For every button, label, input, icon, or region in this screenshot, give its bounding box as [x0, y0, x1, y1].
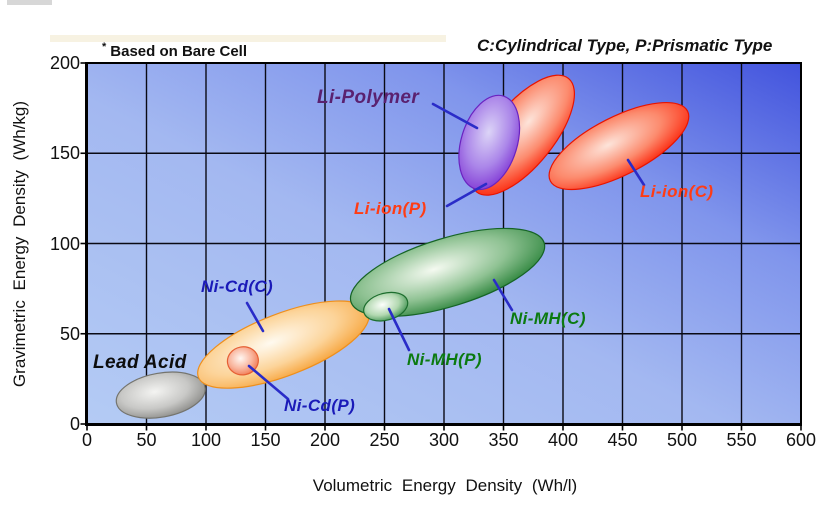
x-tick-label-50: 50	[136, 430, 157, 450]
series-label-ni-mh-c: Ni-MH(C)	[510, 309, 586, 328]
leader-line-ni-mh-p	[387, 307, 411, 352]
x-tick-label-0: 0	[81, 430, 92, 450]
x-tick-label-100: 100	[190, 430, 222, 450]
x-tick-label-450: 450	[607, 430, 638, 450]
series-label-ni-mh-p: Ni-MH(P)	[407, 350, 482, 369]
y-tick-label-200: 200	[49, 53, 80, 73]
x-tick-label-150: 150	[250, 430, 281, 450]
footnote-text: Based on Bare Cell	[110, 43, 247, 60]
series-label-li-ion-p: Li-ion(P)	[354, 199, 427, 218]
battery-ellipse-lead-acid	[115, 371, 206, 419]
x-tick-label-500: 500	[666, 430, 698, 450]
x-tick-label-200: 200	[309, 430, 341, 450]
series-label-ni-cd-p: Ni-Cd(P)	[284, 396, 356, 415]
x-tick-label-550: 550	[726, 430, 757, 450]
leader-line-ni-mh-c	[492, 278, 514, 312]
y-axis-title: Gravimetric Energy Density (Wh/kg)	[10, 100, 29, 388]
x-tick-label-350: 350	[488, 430, 519, 450]
series-label-ni-cd-c: Ni-Cd(C)	[201, 277, 274, 296]
x-axis-title: Volumetric Energy Density (Wh/l)	[312, 476, 578, 495]
x-tick-label-600: 600	[785, 430, 817, 450]
leader-line-ni-cd-c	[245, 301, 265, 333]
y-tick-label-50: 50	[59, 323, 80, 344]
x-tick-label-300: 300	[428, 430, 460, 450]
scan-artifact	[7, 0, 52, 5]
y-tick-label-150: 150	[49, 143, 80, 164]
leader-line-ni-cd-p	[247, 364, 290, 401]
x-tick-label-250: 250	[369, 430, 400, 450]
leader-line-li-ion-p	[445, 182, 488, 208]
y-tick-label-100: 100	[49, 233, 80, 254]
leader-line-li-ion-c	[626, 158, 646, 187]
series-label-li-polymer: Li-Polymer	[317, 87, 420, 108]
asterisk-marker: *	[102, 41, 107, 53]
series-label-lead-acid: Lead Acid	[93, 352, 187, 373]
battery-ellipse-ni-mh-p	[363, 291, 409, 322]
x-tick-label-400: 400	[547, 430, 579, 450]
highlight-band	[50, 35, 446, 42]
y-tick-label-0: 0	[69, 414, 80, 434]
footnote-bare-cell: * Based on Bare Cell	[102, 41, 247, 60]
leader-line-li-polymer	[431, 102, 479, 130]
battery-ellipse-li-ion-c	[548, 101, 690, 191]
series-label-li-ion-c: Li-ion(C)	[640, 182, 714, 201]
type-legend-note: C:Cylindrical Type, P:Prismatic Type	[477, 36, 773, 55]
